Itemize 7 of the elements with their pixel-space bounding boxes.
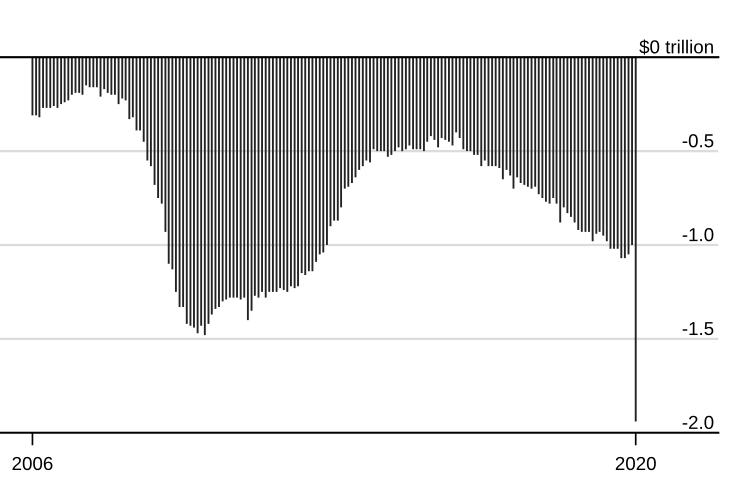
y-tick-label: -2.0 — [682, 416, 714, 430]
y-tick-label: -1.0 — [682, 228, 714, 242]
x-tick-label: 2020 — [616, 456, 656, 470]
y-tick-label: -0.5 — [682, 134, 714, 148]
y-tick-label: -1.5 — [682, 322, 714, 336]
y-tick-label: $0 trillion — [639, 39, 713, 55]
x-tick-label: 2006 — [12, 456, 52, 470]
